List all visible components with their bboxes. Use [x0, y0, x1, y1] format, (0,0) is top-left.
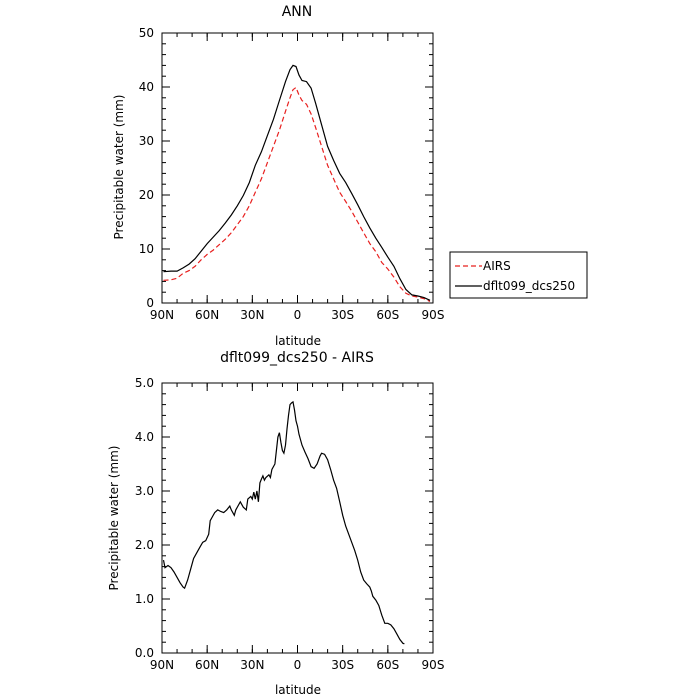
y-tick-label: 50: [139, 26, 154, 40]
y-axis-label: Precipitable water (mm): [107, 446, 121, 591]
y-tick-label: 3.0: [135, 484, 154, 498]
legend-entry-airs: AIRS: [483, 259, 511, 273]
x-tick-label: 30N: [240, 658, 264, 672]
x-tick-label: 90S: [422, 658, 445, 672]
x-tick-label: 60S: [376, 308, 399, 322]
x-tick-label: 60N: [195, 658, 219, 672]
legend-entry-model: dflt099_dcs250: [483, 279, 575, 293]
y-tick-label: 0: [146, 296, 154, 310]
series-line-airs: [163, 86, 431, 302]
x-tick-label: 60S: [376, 658, 399, 672]
x-tick-label: 30N: [240, 308, 264, 322]
x-tick-label: 0: [294, 308, 302, 322]
plot-frame: [161, 382, 434, 654]
y-tick-label: 1.0: [135, 592, 154, 606]
series-line-dflt099-dcs250: [163, 64, 431, 301]
chart-difference: dflt099_dcs250 - AIRS latitude Precipita…: [107, 350, 444, 697]
y-tick-label: 5.0: [135, 376, 154, 390]
y-tick-label: 20: [139, 188, 154, 202]
x-tick-label: 60N: [195, 308, 219, 322]
plot-frame: [161, 32, 434, 304]
x-axis-label: latitude: [275, 334, 321, 348]
legend: AIRS dflt099_dcs250: [449, 251, 588, 299]
x-tick-label: 90N: [150, 308, 174, 322]
x-tick-label: 30S: [331, 658, 354, 672]
y-tick-label: 10: [139, 242, 154, 256]
y-tick-label: 40: [139, 80, 154, 94]
chart-title: ANN: [282, 4, 313, 20]
y-tick-label: 0.0: [135, 646, 154, 660]
y-tick-label: 2.0: [135, 538, 154, 552]
series-line-difference: [162, 400, 405, 645]
chart-annual: ANN latitude Precipitable water (mm) 90N…: [112, 4, 588, 348]
y-tick-label: 4.0: [135, 430, 154, 444]
x-tick-label: 30S: [331, 308, 354, 322]
x-tick-label: 90S: [422, 308, 445, 322]
legend-box: [449, 251, 588, 299]
x-tick-label: 90N: [150, 658, 174, 672]
y-tick-label: 30: [139, 134, 154, 148]
y-axis-label: Precipitable water (mm): [112, 95, 126, 240]
chart-title: dflt099_dcs250 - AIRS: [220, 350, 374, 366]
x-axis-label: latitude: [275, 683, 321, 697]
x-tick-label: 0: [294, 658, 302, 672]
